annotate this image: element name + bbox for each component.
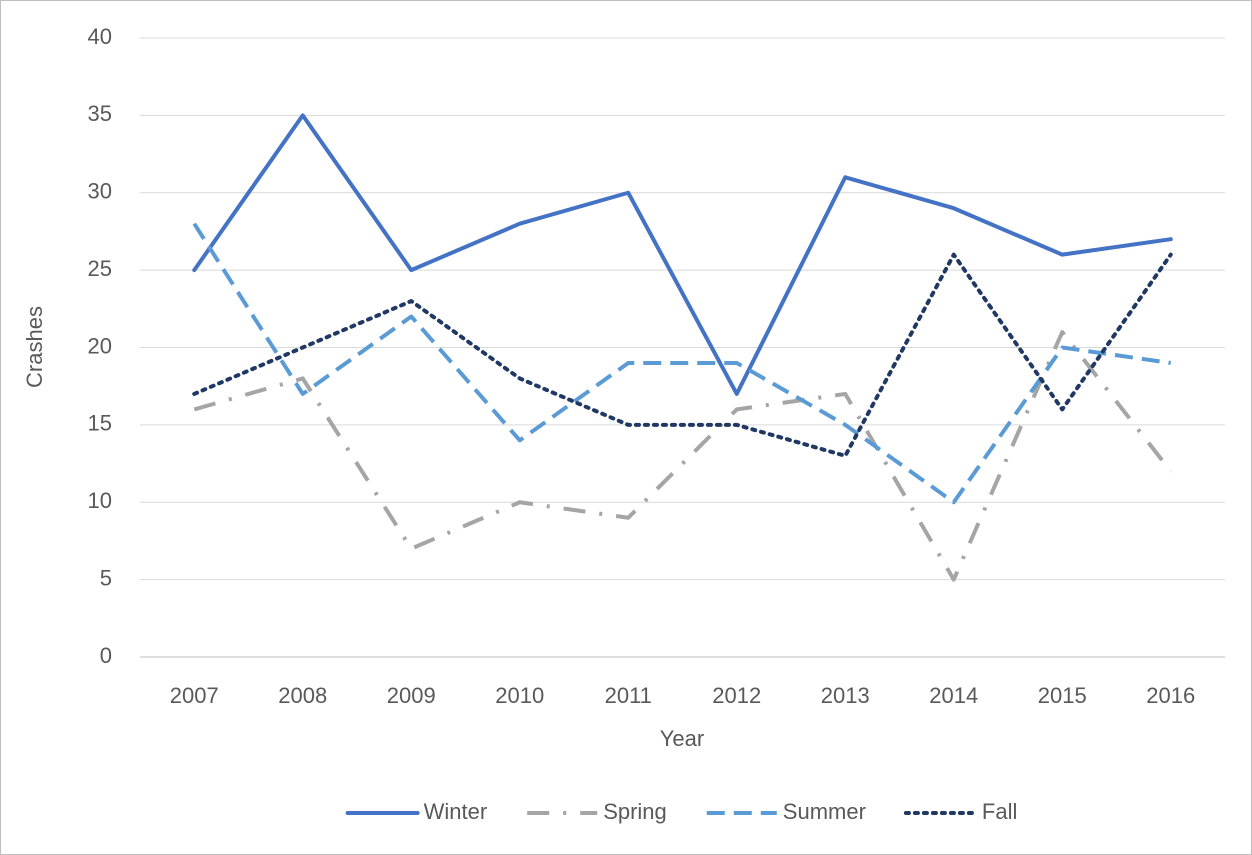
y-tick-label: 0 xyxy=(100,643,112,668)
y-tick-label: 15 xyxy=(88,411,112,436)
y-tick-label: 35 xyxy=(88,101,112,126)
y-tick-label: 20 xyxy=(88,333,112,358)
y-tick-label: 10 xyxy=(88,488,112,513)
x-tick-label: 2013 xyxy=(821,683,870,708)
x-tick-label: 2011 xyxy=(605,683,652,708)
y-tick-label: 30 xyxy=(88,179,112,204)
series-line xyxy=(193,330,1173,582)
x-tick-label: 2012 xyxy=(712,683,761,708)
y-axis-label: Crashes xyxy=(22,306,47,388)
legend-label: Winter xyxy=(424,799,488,824)
x-tick-label: 2016 xyxy=(1146,683,1195,708)
y-tick-label: 5 xyxy=(100,565,112,590)
x-axis-label: Year xyxy=(660,726,704,751)
x-tick-label: 2007 xyxy=(170,683,219,708)
series-line xyxy=(192,113,1173,396)
y-tick-label: 25 xyxy=(88,256,112,281)
x-tick-label: 2014 xyxy=(929,683,978,708)
x-tick-label: 2009 xyxy=(387,683,436,708)
series-line xyxy=(192,252,1173,458)
x-tick-label: 2010 xyxy=(495,683,544,708)
legend-label: Spring xyxy=(603,799,667,824)
series-line xyxy=(192,222,1172,505)
x-tick-label: 2015 xyxy=(1038,683,1087,708)
y-tick-label: 40 xyxy=(88,24,112,49)
x-tick-label: 2008 xyxy=(278,683,327,708)
legend-label: Fall xyxy=(982,799,1017,824)
legend-label: Summer xyxy=(783,799,866,824)
